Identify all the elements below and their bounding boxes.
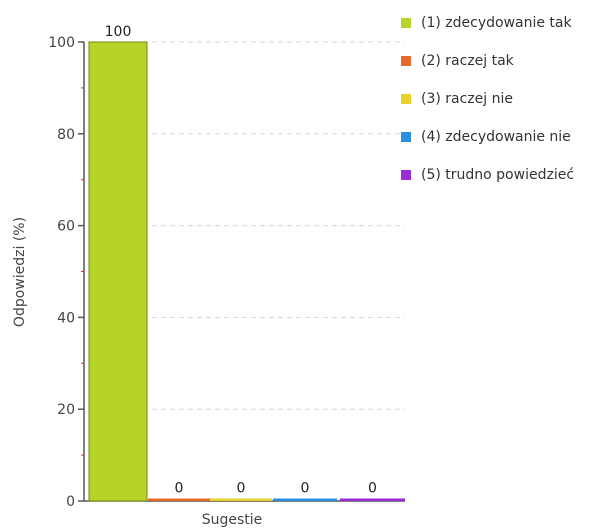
legend-label-5: (5) trudno powiedzieć bbox=[421, 167, 575, 183]
legend-swatch-4 bbox=[401, 132, 411, 142]
legend-item-1: (1) zdecydowanie tak bbox=[401, 14, 606, 32]
bar-2 bbox=[148, 498, 210, 501]
x-axis-label: Sugestie bbox=[202, 512, 263, 528]
y-tick-label-60: 60 bbox=[57, 219, 75, 235]
bar-value-label-1: 100 bbox=[105, 24, 132, 40]
y-axis-label: Odpowiedzi (%) bbox=[12, 217, 28, 327]
y-tick-label-20: 20 bbox=[57, 402, 75, 418]
legend-swatch-3 bbox=[401, 94, 411, 104]
bar-value-label-3: 0 bbox=[237, 481, 246, 497]
legend-item-2: (2) raczej tak bbox=[401, 52, 606, 70]
legend-label-1: (1) zdecydowanie tak bbox=[421, 15, 572, 31]
bar-value-label-2: 0 bbox=[175, 481, 184, 497]
bar-4 bbox=[273, 498, 337, 501]
legend-swatch-1 bbox=[401, 18, 411, 28]
bar-3 bbox=[210, 498, 272, 501]
bar-1 bbox=[88, 41, 148, 502]
y-tick-label-80: 80 bbox=[57, 127, 75, 143]
bar-5 bbox=[340, 498, 405, 501]
legend-item-5: (5) trudno powiedzieć bbox=[401, 166, 606, 184]
legend: (1) zdecydowanie tak (2) raczej tak (3) … bbox=[401, 14, 606, 204]
legend-item-3: (3) raczej nie bbox=[401, 90, 606, 108]
legend-item-4: (4) zdecydowanie nie bbox=[401, 128, 606, 146]
y-tick-label-0: 0 bbox=[66, 494, 75, 510]
bar-value-label-4: 0 bbox=[301, 481, 310, 497]
y-tick-label-100: 100 bbox=[48, 35, 75, 51]
legend-swatch-5 bbox=[401, 170, 411, 180]
y-tick-label-40: 40 bbox=[57, 310, 75, 326]
bar-value-label-5: 0 bbox=[368, 481, 377, 497]
legend-swatch-2 bbox=[401, 56, 411, 66]
legend-label-4: (4) zdecydowanie nie bbox=[421, 129, 571, 145]
legend-label-2: (2) raczej tak bbox=[421, 53, 514, 69]
legend-label-3: (3) raczej nie bbox=[421, 91, 513, 107]
